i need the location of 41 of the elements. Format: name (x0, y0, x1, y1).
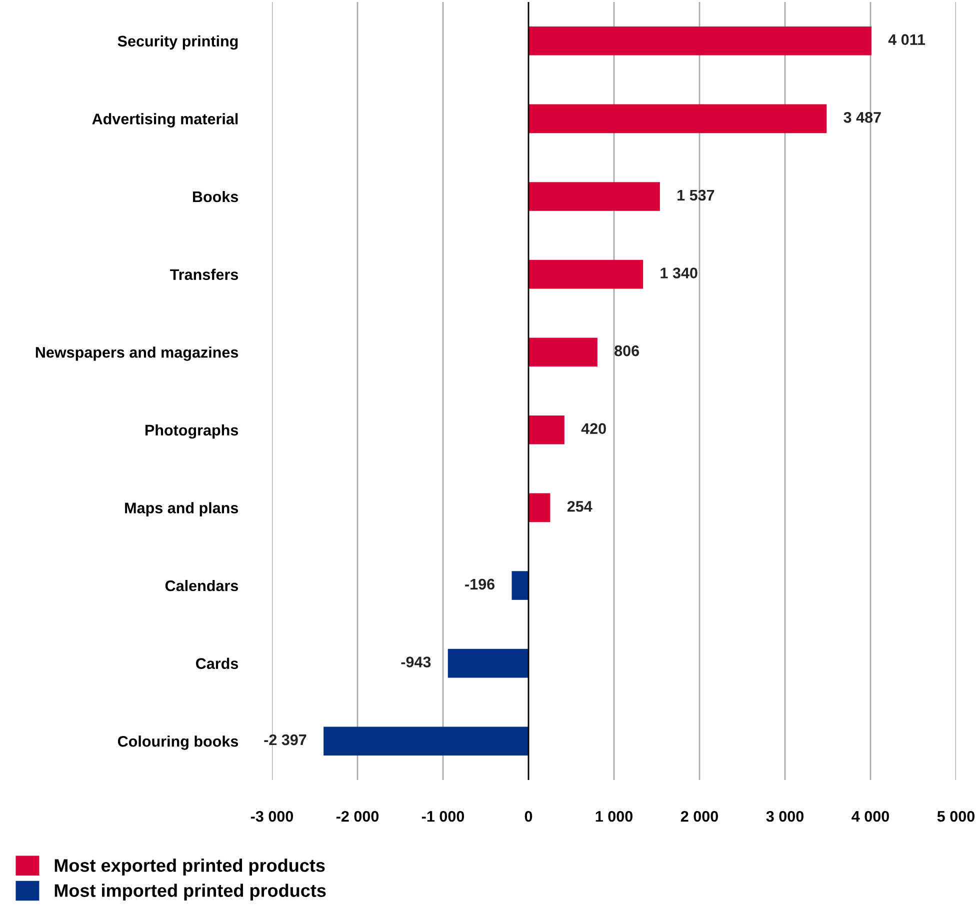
x-tick-label: 1 000 (596, 810, 632, 822)
bar (528, 182, 660, 211)
data-label: -2 397 (264, 734, 306, 746)
data-label: 806 (614, 345, 640, 356)
bar (528, 416, 564, 444)
x-tick-label: 4 000 (852, 810, 889, 822)
y-tick-label: Books (193, 190, 238, 202)
bar (528, 260, 644, 289)
y-tick-label: Photographs (145, 424, 238, 439)
x-tick-label: 0 (524, 810, 532, 822)
y-tick-label: Colouring books (118, 736, 238, 750)
bar (528, 26, 872, 56)
data-label: -196 (465, 578, 495, 590)
data-label: 1 340 (660, 268, 698, 278)
legend-label: Most imported printed products (54, 884, 326, 901)
data-label: 1 537 (678, 190, 714, 201)
x-tick-label: 5 000 (937, 810, 974, 822)
legend-label: Most exported printed products (54, 858, 325, 876)
y-tick-label: Maps and plans (125, 502, 238, 516)
data-label: -943 (401, 656, 431, 668)
y-tick-label: Cards (196, 658, 238, 669)
bar (448, 648, 528, 678)
bar (528, 338, 598, 366)
data-label: 3 487 (844, 112, 881, 123)
bar (528, 104, 827, 134)
y-tick-label: Newspapers and magazines (36, 346, 238, 361)
bar (324, 726, 528, 756)
y-tick-label: Transfers (170, 268, 238, 280)
bar (528, 493, 550, 522)
x-tick-label: -1 000 (422, 810, 464, 822)
y-tick-label: Advertising material (92, 113, 238, 128)
bar (512, 571, 528, 600)
data-label: 420 (581, 423, 606, 434)
data-label: 254 (567, 500, 592, 512)
x-tick-label: -3 000 (250, 810, 294, 822)
x-tick-label: 2 000 (680, 810, 718, 822)
y-tick-label: Calendars (165, 580, 238, 592)
x-tick-label: 3 000 (766, 810, 804, 822)
data-label: 4 011 (888, 34, 926, 45)
x-tick-label: -2 000 (336, 810, 379, 822)
y-tick-label: Security printing (118, 35, 238, 50)
